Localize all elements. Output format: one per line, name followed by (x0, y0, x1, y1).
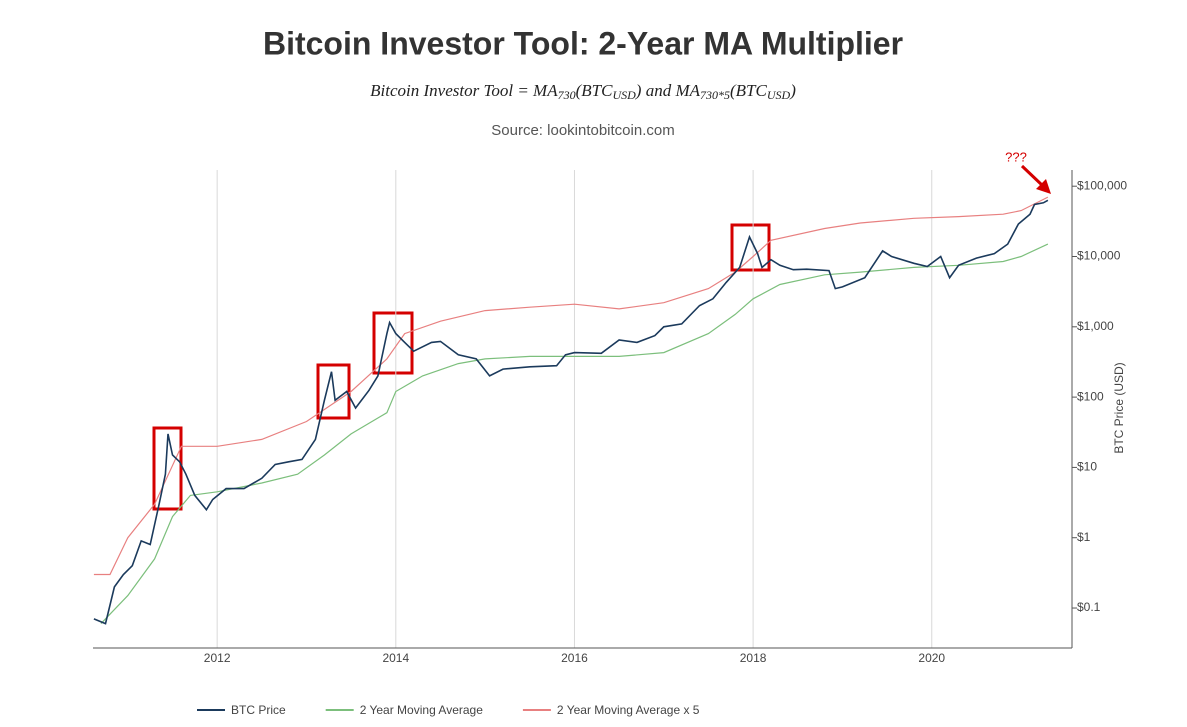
highlight-box (730, 223, 771, 272)
y-tick-label: $10,000 (1077, 249, 1121, 263)
y-axis-label: BTC Price (USD) (1112, 362, 1126, 453)
subscript: 730 (558, 88, 576, 102)
y-tick-label: $100,000 (1077, 178, 1127, 192)
legend-label: 2 Year Moving Average x 5 (557, 703, 700, 717)
y-tick-label: $1,000 (1077, 319, 1114, 333)
series-line (93, 199, 1049, 625)
highlight-box (316, 363, 351, 420)
x-tick-label: 2016 (561, 651, 588, 665)
subtitle-text: (BTC (730, 81, 768, 100)
source: Source: lookintobitcoin.com (491, 122, 674, 139)
x-tick-label: 2014 (382, 651, 409, 665)
x-tick-label: 2012 (204, 651, 231, 665)
series-line (93, 196, 1049, 576)
subtitle-text: (BTC (576, 81, 614, 100)
y-tick-label: $0.1 (1077, 600, 1101, 614)
subtitle-text: Bitcoin Investor Tool = MA (370, 81, 558, 100)
chart-title: Bitcoin Investor Tool: 2-Year MA Multipl… (263, 25, 903, 61)
highlight-box (152, 426, 183, 511)
highlight-boxes (152, 223, 771, 511)
x-tick-label: 2018 (740, 651, 767, 665)
x-tick-label: 2020 (918, 651, 945, 665)
subscript: USD (612, 88, 636, 102)
annotation-arrow (1020, 164, 1051, 194)
y-tick-label: $1 (1077, 530, 1091, 544)
legend-label: 2 Year Moving Average (360, 703, 484, 717)
annotation: ??? (1005, 149, 1027, 164)
arrow-head (1036, 179, 1051, 194)
subscript: USD (767, 88, 791, 102)
subscript: 730*5 (700, 88, 730, 102)
chart-subtitle: Bitcoin Investor Tool = MA730(BTCUSD) an… (370, 81, 796, 102)
y-tick-label: $10 (1077, 460, 1097, 474)
y-tick-label: $100 (1077, 389, 1104, 403)
legend-label: BTC Price (231, 703, 286, 717)
subtitle-text: ) (789, 81, 796, 100)
highlight-box (372, 311, 414, 375)
arrow-shaft (1020, 164, 1045, 188)
subtitle-text: ) and MA (635, 81, 701, 100)
